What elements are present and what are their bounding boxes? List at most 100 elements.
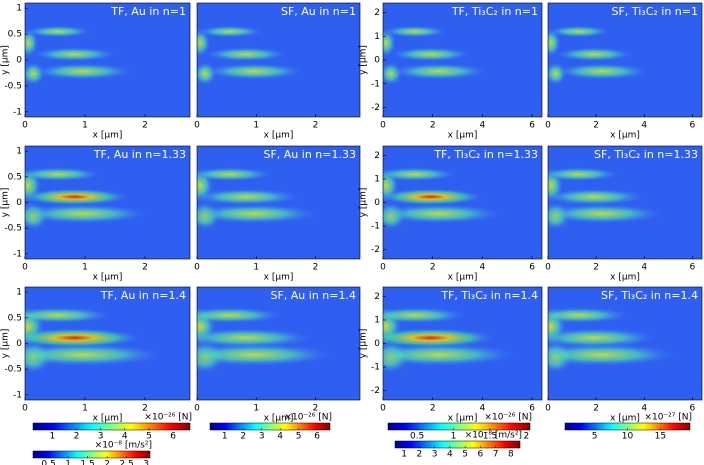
- colorbar: [209, 422, 331, 431]
- hot-spot: [33, 47, 116, 62]
- x-tick-label: 4: [641, 121, 647, 131]
- heatmap-bg: [548, 3, 702, 117]
- colorbar-tick-label: 0.5: [41, 460, 55, 465]
- hot-spot: [390, 63, 487, 80]
- colorbar: [394, 440, 521, 449]
- y-tick-label: 1: [374, 32, 380, 42]
- x-tick-label: 6: [690, 121, 696, 131]
- x-tick-label: 2: [430, 404, 436, 414]
- x-axis-label: x [µm]: [610, 414, 640, 424]
- hot-spot: [555, 63, 649, 80]
- colorbar-tick-label: 5: [462, 450, 468, 460]
- x-axis-label: x [µm]: [264, 273, 294, 283]
- hot-spot: [25, 204, 148, 224]
- hot-spot: [383, 29, 396, 57]
- frame: [196, 145, 361, 260]
- y-tick-label: 1: [16, 4, 22, 14]
- hot-spot: [25, 328, 141, 348]
- hot-spot: [205, 63, 303, 80]
- panel-title: SF, Au in n=1.33: [263, 148, 356, 161]
- colorbar-label: ×10⁻²⁷ [N]: [644, 413, 692, 423]
- heatmap: [383, 287, 542, 400]
- colorbar-tick-label: 5: [146, 432, 152, 442]
- hot-spot: [555, 47, 633, 62]
- y-axis-label: y [µm]: [1, 45, 11, 75]
- x-tick-label: 2: [142, 404, 148, 414]
- colorbar-tick-label: 10: [622, 432, 634, 442]
- panel-title: TF, Au in n=1: [110, 5, 186, 18]
- hot-spot: [33, 63, 133, 80]
- frame: [196, 286, 361, 401]
- colorbar-tick-label: 2: [417, 450, 423, 460]
- hot-spot: [383, 204, 501, 224]
- x-tick-label: 4: [480, 121, 486, 131]
- y-tick-label: -1: [371, 363, 380, 373]
- hot-spot: [383, 328, 495, 348]
- y-tick-label: 0: [374, 56, 380, 66]
- y-tick-label: 1: [374, 315, 380, 325]
- y-tick-label: 2: [374, 292, 380, 302]
- y-tick-label: -0.5: [4, 81, 22, 91]
- heatmap: [25, 287, 190, 400]
- hot-spot: [25, 25, 91, 38]
- y-tick-label: 1: [16, 147, 22, 157]
- colorbar-tick-label: 1: [222, 432, 228, 442]
- colorbar-tick-label: 6: [314, 432, 320, 442]
- panel-title: TF, Ti₃C₂ in n=1: [451, 5, 538, 18]
- colorbar-tick-label: 3: [259, 432, 265, 442]
- colorbar-tick-label: 3: [432, 450, 438, 460]
- x-tick-label: 0: [380, 121, 386, 131]
- x-tick-label: 6: [690, 263, 696, 273]
- colorbar-tick-label: 6: [170, 432, 176, 442]
- x-tick-label: 2: [593, 263, 599, 273]
- x-tick-label: 1: [253, 263, 259, 273]
- colorbar-tick-label: 4: [447, 450, 453, 460]
- y-tick-label: 0: [16, 56, 22, 66]
- x-tick-label: 1: [253, 121, 259, 131]
- hot-spot: [383, 343, 515, 366]
- colorbar-tick-label: 2.5: [119, 460, 133, 465]
- colorbar-label: ×10⁻²⁶ [N]: [284, 413, 332, 423]
- x-tick-label: 1: [253, 404, 259, 414]
- hot-spot: [197, 204, 318, 224]
- x-tick-label: 0: [545, 121, 551, 131]
- x-axis-label: x [µm]: [264, 414, 294, 424]
- x-axis-label: x [µm]: [448, 414, 478, 424]
- colorbar-tick-label: 15: [655, 432, 666, 442]
- hot-spot: [205, 47, 287, 62]
- x-tick-label: 0: [380, 263, 386, 273]
- panel-title: SF, Ti₃C₂ in n=1.33: [594, 148, 698, 161]
- colorbar: [387, 422, 531, 431]
- hot-spot: [548, 343, 676, 366]
- y-tick-label: -2: [371, 245, 380, 255]
- x-tick-label: 0: [545, 404, 551, 414]
- x-axis-label: x [µm]: [93, 414, 123, 424]
- x-tick-label: 0: [22, 404, 28, 414]
- hot-spot: [197, 29, 211, 57]
- panel-title: TF, Au in n=1.33: [93, 148, 186, 161]
- hot-spot: [383, 25, 447, 38]
- x-tick-label: 6: [690, 404, 696, 414]
- panel-title: SF, Ti₃C₂ in n=1: [612, 5, 698, 18]
- colorbar: [32, 422, 191, 431]
- colorbar-tick-label: 8: [508, 450, 514, 460]
- colorbar-tick-label: 1.5: [483, 432, 497, 442]
- colorbar-tick-label: 2: [104, 460, 110, 465]
- y-tick-label: 0.5: [8, 30, 22, 40]
- hot-spot: [197, 167, 272, 182]
- x-tick-label: 0: [545, 263, 551, 273]
- hot-spot: [25, 343, 162, 366]
- hot-spot: [548, 307, 629, 324]
- x-tick-label: 6: [529, 404, 535, 414]
- colorbar-label: ×10⁻²⁶ [N]: [144, 413, 192, 423]
- panel-title: SF, Au in n=1.4: [270, 289, 356, 302]
- y-tick-label: -1: [13, 390, 22, 400]
- colorbar-tick-label: 1: [401, 450, 407, 460]
- hot-spot: [390, 47, 471, 62]
- y-tick-label: -1: [371, 79, 380, 89]
- x-tick-label: 0: [194, 263, 200, 273]
- colorbar-tick-label: 1: [65, 460, 71, 465]
- heatmap-bg: [25, 3, 190, 117]
- y-tick-label: 0: [374, 198, 380, 208]
- hot-spot: [197, 328, 312, 348]
